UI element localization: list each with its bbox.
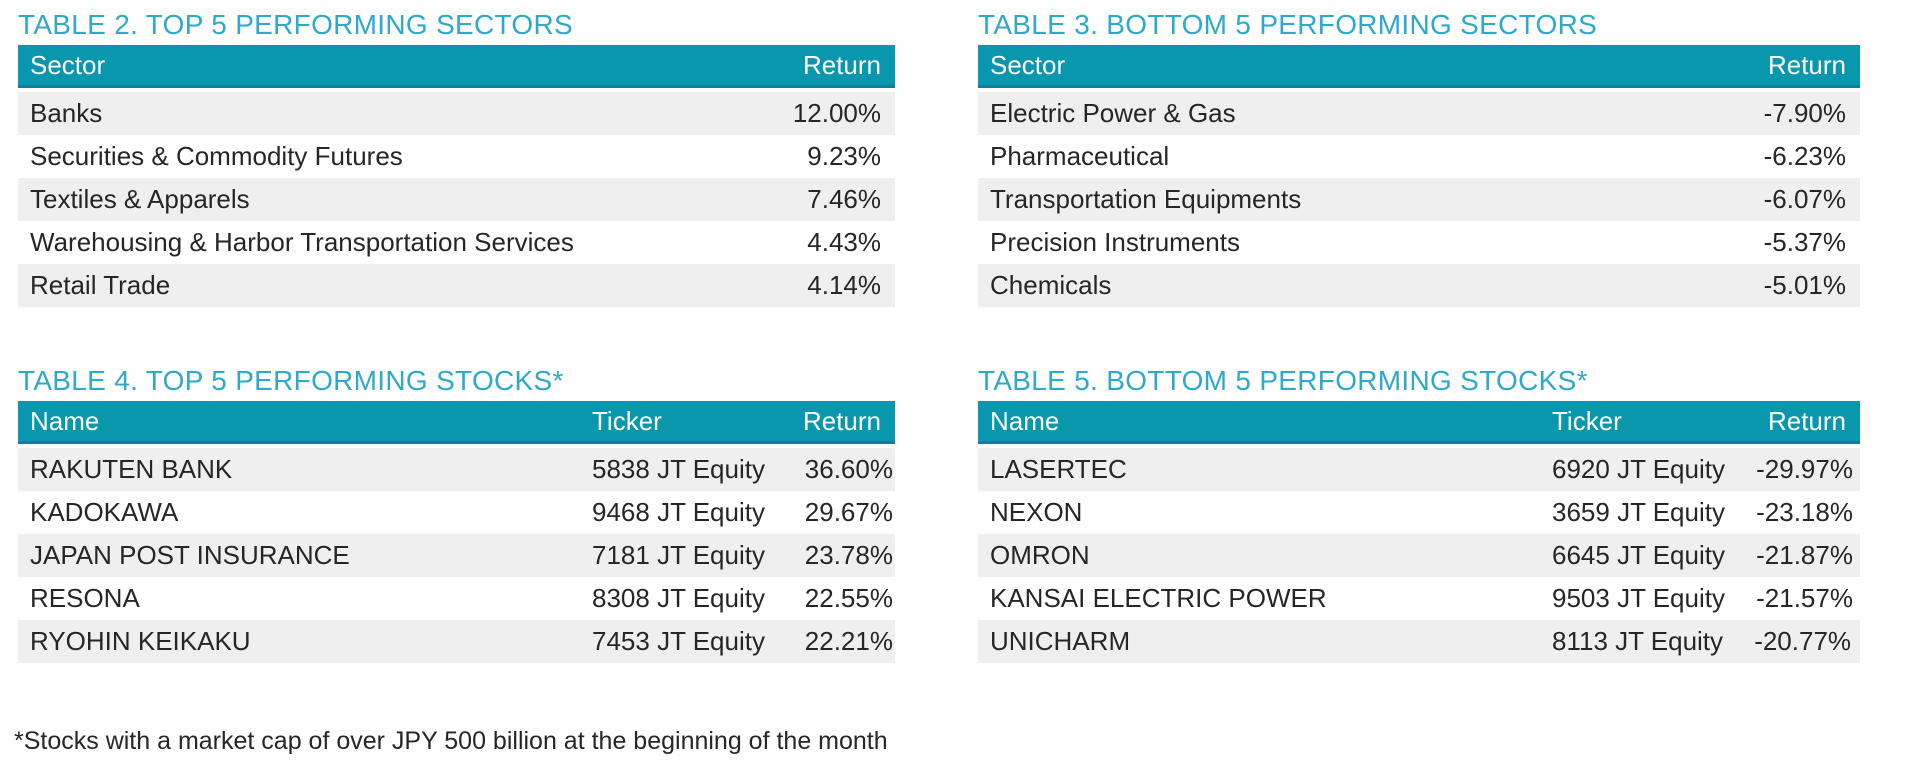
sector-cell: Warehousing & Harbor Transportation Serv… (30, 227, 574, 257)
table5-col-header-name: Name (990, 405, 1060, 436)
table4-header-row: Name Ticker Return (18, 401, 895, 444)
table5-body: LASERTEC 6920 JT Equity -29.97% NEXON 36… (978, 448, 1860, 663)
name-cell: LASERTEC (990, 454, 1127, 484)
sector-cell: Chemicals (990, 270, 1112, 300)
table4-col-header-return: Return (802, 405, 881, 436)
table-row: KANSAI ELECTRIC POWER 9503 JT Equity -21… (978, 577, 1860, 620)
return-cell: -21.87% (1756, 540, 1853, 570)
table4-body: RAKUTEN BANK 5838 JT Equity 36.60% KADOK… (18, 448, 895, 663)
table-row: RYOHIN KEIKAKU 7453 JT Equity 22.21% (18, 620, 895, 663)
table-row: LASERTEC 6920 JT Equity -29.97% (978, 448, 1860, 491)
name-cell: JAPAN POST INSURANCE (30, 540, 350, 570)
table-row: Retail Trade 4.14% (18, 264, 895, 307)
name-cell: RYOHIN KEIKAKU (30, 626, 251, 656)
table3-title: TABLE 3. BOTTOM 5 PERFORMING SECTORS (978, 9, 1598, 40)
table2-col-header-return: Return (802, 49, 881, 80)
return-cell: -6.07% (1763, 184, 1846, 214)
table-row: Textiles & Apparels 7.46% (18, 178, 895, 221)
ticker-cell: 9503 JT Equity (1552, 583, 1725, 613)
table5-section: TABLE 5. BOTTOM 5 PERFORMING STOCKS* Nam… (978, 366, 1860, 663)
table-row: OMRON 6645 JT Equity -21.87% (978, 534, 1860, 577)
return-cell: 12.00% (792, 98, 881, 128)
table-row: JAPAN POST INSURANCE 7181 JT Equity 23.7… (18, 534, 895, 577)
table4-col-header-name: Name (30, 405, 100, 436)
return-cell: -6.23% (1763, 141, 1846, 171)
name-cell: NEXON (990, 497, 1083, 527)
name-cell: RESONA (30, 583, 140, 613)
return-cell: 7.46% (807, 184, 881, 214)
ticker-cell: 6645 JT Equity (1552, 540, 1725, 570)
table5-title: TABLE 5. BOTTOM 5 PERFORMING STOCKS* (978, 365, 1588, 396)
sector-cell: Textiles & Apparels (30, 184, 250, 214)
table-row: Securities & Commodity Futures 9.23% (18, 135, 895, 178)
table-row: Electric Power & Gas -7.90% (978, 92, 1860, 135)
return-cell: 4.43% (807, 227, 881, 257)
sector-cell: Banks (30, 98, 103, 128)
return-cell: 22.55% (804, 583, 893, 613)
table-row: UNICHARM 8113 JT Equity -20.77% (978, 620, 1860, 663)
report-page: TABLE 2. TOP 5 PERFORMING SECTORS Sector… (14, 10, 1860, 755)
table-row: RESONA 8308 JT Equity 22.55% (18, 577, 895, 620)
tables-grid: TABLE 2. TOP 5 PERFORMING SECTORS Sector… (18, 10, 1860, 663)
table5-header-row: Name Ticker Return (978, 401, 1860, 444)
return-cell: -23.18% (1756, 497, 1853, 527)
table-row: Transportation Equipments -6.07% (978, 178, 1860, 221)
return-cell: 22.21% (804, 626, 893, 656)
footnote: *Stocks with a market cap of over JPY 50… (14, 727, 888, 755)
ticker-cell: 7453 JT Equity (592, 626, 765, 656)
return-cell: -21.57% (1756, 583, 1853, 613)
return-cell: 36.60% (804, 454, 893, 484)
return-cell: 23.78% (804, 540, 893, 570)
table3-col-header-return: Return (1767, 49, 1846, 80)
table3-body: Electric Power & Gas -7.90% Pharmaceutic… (978, 92, 1860, 307)
name-cell: RAKUTEN BANK (30, 454, 233, 484)
return-cell: -5.01% (1763, 270, 1846, 300)
table4-col-header-ticker: Ticker (592, 405, 662, 436)
sector-cell: Securities & Commodity Futures (30, 141, 403, 171)
table2-title: TABLE 2. TOP 5 PERFORMING SECTORS (18, 9, 574, 40)
sector-cell: Transportation Equipments (990, 184, 1302, 214)
return-cell: -29.97% (1756, 454, 1853, 484)
table2-header-row: Sector Return (18, 45, 895, 88)
table4-section: TABLE 4. TOP 5 PERFORMING STOCKS* Name T… (18, 366, 895, 663)
name-cell: KANSAI ELECTRIC POWER (990, 583, 1327, 613)
table2-section: TABLE 2. TOP 5 PERFORMING SECTORS Sector… (18, 10, 895, 307)
return-cell: 29.67% (804, 497, 893, 527)
table-row: NEXON 3659 JT Equity -23.18% (978, 491, 1860, 534)
sector-cell: Precision Instruments (990, 227, 1240, 257)
table-row: Warehousing & Harbor Transportation Serv… (18, 221, 895, 264)
table-row: Precision Instruments -5.37% (978, 221, 1860, 264)
return-cell: -20.77% (1754, 626, 1852, 656)
table2-body: Banks 12.00% Securities & Commodity Futu… (18, 92, 895, 307)
table-row: KADOKAWA 9468 JT Equity 29.67% (18, 491, 895, 534)
table5-col-header-return: Return (1767, 405, 1846, 436)
name-cell: UNICHARM (990, 626, 1131, 656)
table5-col-header-ticker: Ticker (1552, 405, 1622, 436)
return-cell: 4.14% (807, 270, 881, 300)
table3-col-header-sector: Sector (990, 49, 1066, 80)
ticker-cell: 5838 JT Equity (592, 454, 765, 484)
sector-cell: Pharmaceutical (990, 141, 1170, 171)
ticker-cell: 6920 JT Equity (1552, 454, 1725, 484)
return-cell: -7.90% (1763, 98, 1846, 128)
return-cell: -5.37% (1763, 227, 1846, 257)
table-row: Pharmaceutical -6.23% (978, 135, 1860, 178)
ticker-cell: 9468 JT Equity (592, 497, 765, 527)
name-cell: KADOKAWA (30, 497, 179, 527)
table3-section: TABLE 3. BOTTOM 5 PERFORMING SECTORS Sec… (978, 10, 1860, 307)
ticker-cell: 8113 JT Equity (1552, 626, 1724, 656)
name-cell: OMRON (990, 540, 1090, 570)
table-row: Chemicals -5.01% (978, 264, 1860, 307)
table3-header-row: Sector Return (978, 45, 1860, 88)
ticker-cell: 7181 JT Equity (592, 540, 765, 570)
sector-cell: Electric Power & Gas (990, 98, 1236, 128)
sector-cell: Retail Trade (30, 270, 171, 300)
return-cell: 9.23% (807, 141, 881, 171)
ticker-cell: 8308 JT Equity (592, 583, 765, 613)
table4-title: TABLE 4. TOP 5 PERFORMING STOCKS* (18, 365, 564, 396)
table-row: Banks 12.00% (18, 92, 895, 135)
ticker-cell: 3659 JT Equity (1552, 497, 1725, 527)
table-row: RAKUTEN BANK 5838 JT Equity 36.60% (18, 448, 895, 491)
table2-col-header-sector: Sector (30, 49, 106, 80)
